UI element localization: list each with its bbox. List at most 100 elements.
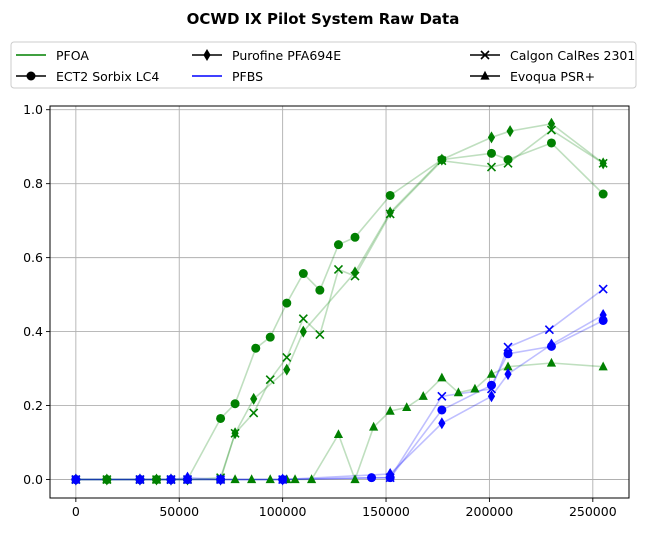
data-point-pfoa-evoqua-psr-: [265, 474, 275, 484]
x-axis: 0 50000 100000 150000 200000 250000: [72, 498, 617, 519]
y-tick-label: 1.0: [23, 102, 43, 117]
y-axis: 0.0 0.2 0.4 0.6 0.8 1.0: [23, 102, 50, 487]
data-point-pfbs-purofine-pfa694e: [216, 473, 225, 486]
data-point-pfoa-ect2-sorbix-lc4: [282, 298, 292, 308]
data-point-pfoa-evoqua-psr-: [453, 387, 464, 397]
data-point-pfoa-calgon-calres-2301: [265, 375, 275, 385]
data-point-pfoa-evoqua-psr-: [247, 474, 257, 484]
data-point-pfoa-evoqua-psr-: [230, 474, 240, 484]
data-point-pfoa-calgon-calres-2301: [298, 314, 308, 324]
data-point-pfoa-evoqua-psr-: [546, 357, 557, 367]
data-point-pfbs-purofine-pfa694e: [487, 390, 496, 403]
data-point-pfoa-evoqua-psr-: [290, 474, 300, 484]
data-point-pfoa-evoqua-psr-: [437, 372, 447, 382]
data-point-pfbs-purofine-pfa694e: [547, 338, 556, 351]
legend-label: PFOA: [56, 48, 89, 63]
data-point-pfoa-evoqua-psr-: [486, 368, 497, 378]
y-tick-label: 0.4: [23, 324, 43, 339]
data-point-pfoa-evoqua-psr-: [350, 474, 360, 484]
data-point-pfoa-ect2-sorbix-lc4: [333, 240, 343, 250]
legend: PFOA ECT2 Sorbix LC4 Purofine PFA694E PFBS C…: [10, 41, 637, 89]
legend-item: Calgon CalRes 2301: [470, 48, 635, 63]
data-point-pfoa-purofine-pfa694e: [231, 427, 239, 440]
legend-marker-circle: [26, 71, 36, 81]
legend-label: ECT2 Sorbix LC4: [56, 69, 159, 84]
data-point-pfoa-calgon-calres-2301: [249, 408, 259, 418]
data-point-pfoa-calgon-calres-2301: [486, 162, 497, 172]
data-point-pfoa-evoqua-psr-: [470, 383, 480, 393]
x-tick-label: 250000: [569, 504, 617, 519]
data-point-pfoa-ect2-sorbix-lc4: [546, 138, 556, 148]
y-tick-label: 0.0: [23, 472, 43, 487]
data-point-pfoa-evoqua-psr-: [333, 429, 344, 438]
x-tick-label: 100000: [259, 504, 307, 519]
data-point-pfbs-calgon-calres-2301: [503, 342, 513, 352]
x-tick-label: 150000: [362, 504, 410, 519]
series-line-pfbs-calgon-calres-2301: [75, 288, 604, 481]
data-point-pfoa-ect2-sorbix-lc4: [265, 332, 275, 342]
data-point-pfoa-purofine-pfa694e: [547, 117, 556, 130]
data-point-pfoa-calgon-calres-2301: [503, 158, 513, 168]
data-point-pfoa-ect2-sorbix-lc4: [230, 399, 240, 409]
data-point-pfoa-evoqua-psr-: [598, 361, 608, 371]
data-point-pfoa-ect2-sorbix-lc4: [486, 148, 496, 158]
data-point-pfbs-ect2-sorbix-lc4: [437, 405, 447, 415]
data-point-pfbs-calgon-calres-2301: [598, 284, 608, 294]
series-markers: [71, 117, 608, 486]
data-point-pfoa-evoqua-psr-: [418, 391, 428, 400]
data-point-pfbs-calgon-calres-2301: [544, 325, 554, 335]
legend-item: Evoqua PSR+: [470, 69, 595, 84]
data-point-pfoa-evoqua-psr-: [102, 474, 112, 484]
data-point-pfoa-evoqua-psr-: [385, 405, 395, 415]
data-point-pfoa-ect2-sorbix-lc4: [251, 343, 261, 353]
legend-marker-thin_diamond: [203, 49, 211, 61]
series-line-pfbs-purofine-pfa694e: [75, 314, 604, 481]
data-point-pfbs-purofine-pfa694e: [504, 368, 512, 381]
x-tick-label: 200000: [466, 504, 514, 519]
legend-marker-triangle: [480, 70, 490, 80]
data-point-pfoa-purofine-pfa694e: [299, 325, 307, 338]
data-point-pfoa-evoqua-psr-: [369, 421, 379, 431]
data-point-pfbs-purofine-pfa694e: [72, 473, 80, 486]
plot-frame: [49, 105, 630, 499]
data-point-pfoa-ect2-sorbix-lc4: [216, 413, 226, 423]
data-point-pfbs-purofine-pfa694e: [167, 473, 175, 486]
y-tick-label: 0.8: [23, 176, 43, 191]
legend-label: Purofine PFA694E: [232, 48, 341, 63]
data-point-pfoa-evoqua-psr-: [151, 474, 162, 484]
data-point-pfbs-calgon-calres-2301: [437, 391, 447, 401]
legend-items: PFOA ECT2 Sorbix LC4 Purofine PFA694E PFBS C…: [16, 48, 635, 84]
data-point-pfoa-purofine-pfa694e: [283, 363, 291, 376]
data-point-pfoa-evoqua-psr-: [503, 361, 513, 371]
data-point-pfoa-ect2-sorbix-lc4: [315, 285, 325, 295]
data-point-pfoa-ect2-sorbix-lc4: [385, 190, 395, 200]
x-tick-label: 50000: [159, 504, 199, 519]
data-point-pfoa-purofine-pfa694e: [386, 206, 394, 219]
data-point-pfbs-purofine-pfa694e: [386, 467, 394, 480]
data-point-pfoa-purofine-pfa694e: [599, 157, 607, 170]
data-point-pfoa-purofine-pfa694e: [351, 266, 359, 279]
data-point-pfoa-calgon-calres-2301: [546, 125, 557, 135]
legend-label: Calgon CalRes 2301: [510, 48, 635, 63]
data-point-pfoa-calgon-calres-2301: [315, 329, 325, 340]
legend-item: Purofine PFA694E: [192, 48, 341, 63]
data-point-pfbs-ect2-sorbix-lc4: [503, 349, 513, 359]
legend-item: PFBS: [192, 69, 263, 84]
data-point-pfbs-purofine-pfa694e: [279, 473, 287, 486]
grid: [50, 106, 629, 498]
data-point-pfoa-ect2-sorbix-lc4: [298, 269, 308, 279]
data-point-pfoa-evoqua-psr-: [402, 402, 412, 411]
y-tick-label: 0.6: [23, 250, 43, 265]
data-point-pfbs-calgon-calres-2301: [486, 384, 497, 394]
legend-marker-x: [480, 50, 490, 60]
data-point-pfbs-purofine-pfa694e: [438, 417, 446, 430]
data-point-pfoa-purofine-pfa694e: [487, 131, 496, 144]
data-point-pfbs-purofine-pfa694e: [183, 471, 192, 484]
data-point-pfoa-purofine-pfa694e: [438, 153, 446, 166]
plot-area: 0 50000 100000 150000 200000 250000 0.0 0.2 0.4…: [23, 102, 630, 519]
data-point-pfoa-calgon-calres-2301: [333, 264, 344, 275]
data-point-pfoa-calgon-calres-2301: [282, 352, 292, 363]
legend-item: PFOA: [16, 48, 89, 63]
data-point-pfbs-purofine-pfa694e: [136, 473, 144, 486]
